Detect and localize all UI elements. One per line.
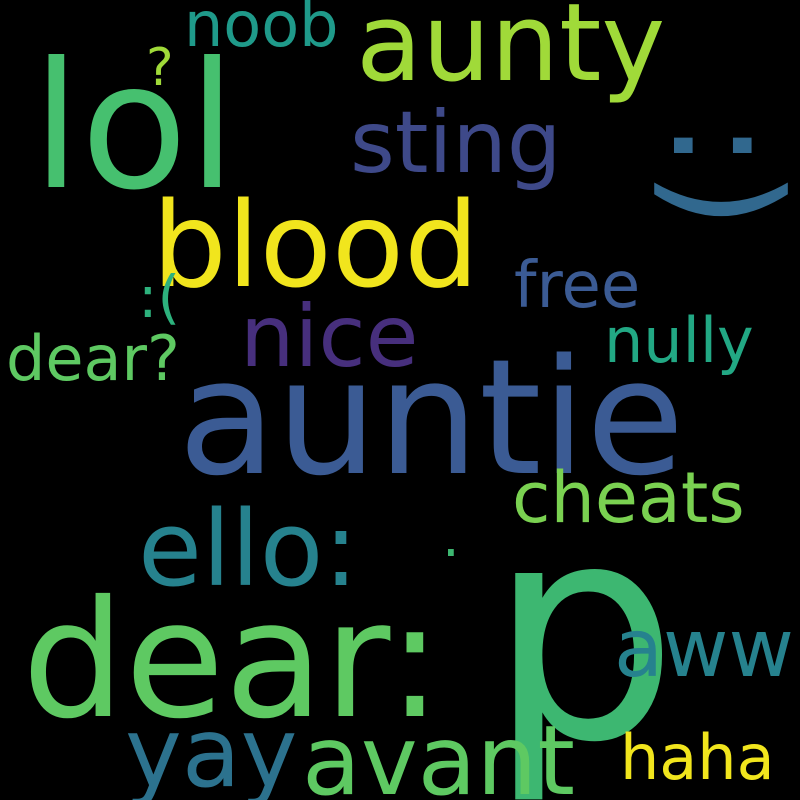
word-haha: haha [620,721,775,794]
word-ello-colon: ello: [138,488,359,610]
word-dear-question: dear? [6,322,180,395]
word-auntie: auntie [178,324,685,511]
word-aww: aww [614,602,794,695]
word-aunty: aunty [356,0,666,106]
word-blood: blood [152,176,479,314]
word-nully: nully [604,304,754,377]
word-dear-colon: dear: [22,567,443,755]
word-cheats: cheats [512,457,745,539]
word-smiley: :) [638,120,800,230]
word-avant: avant [302,705,575,800]
word-noob: noob [184,0,339,61]
word-lol: lol [32,26,237,229]
word-question: ? [146,38,174,98]
word-p: p [488,459,679,800]
word-free: free [514,249,641,323]
word-frown: :( [138,263,181,331]
word-dot: . [442,505,460,570]
word-yay: yay [125,697,298,800]
word-nice: nice [240,287,419,387]
word-sting: sting [350,93,562,193]
